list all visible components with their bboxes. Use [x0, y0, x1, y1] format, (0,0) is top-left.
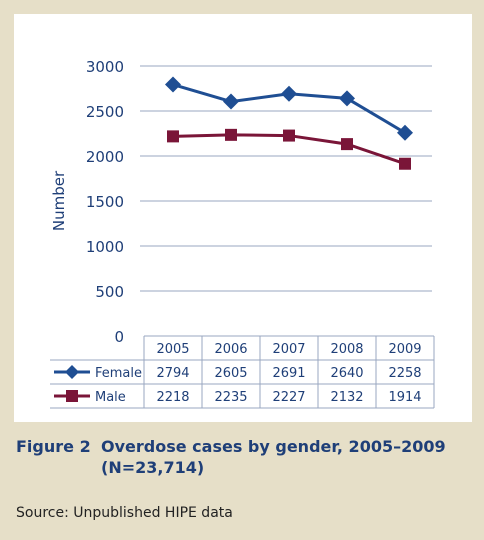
y-tick-label: 2500: [86, 103, 124, 121]
data-point-male: [167, 130, 179, 143]
y-tick-label: 1500: [86, 193, 124, 211]
table-header-cell: 2008: [330, 342, 363, 357]
legend-label-male: Male: [95, 390, 126, 405]
table-value-cell: 2794: [156, 366, 189, 381]
table-value-cell: 1914: [388, 390, 421, 405]
legend-marker-male: [66, 390, 78, 402]
data-point-male: [283, 129, 295, 142]
overdose-line-chart: 0 500 1000 1500 2000 2500 3000 Number 2005 2006 20…: [50, 58, 435, 409]
y-tick-label: 3000: [86, 58, 124, 76]
source-note: Source: Unpublished HIPE data: [16, 505, 233, 521]
table-header-cell: 2009: [388, 342, 421, 357]
figure-title: Overdose cases by gender, 2005–2009 (N=2…: [101, 437, 446, 477]
y-tick-label: 2000: [86, 148, 124, 166]
table-value-cell: 2258: [388, 366, 421, 381]
table-value-cell: 2235: [214, 390, 247, 405]
y-tick-label: 0: [114, 328, 124, 346]
legend-marker-female: [65, 365, 79, 379]
table-value-cell: 2132: [330, 390, 363, 405]
y-axis-title: Number: [50, 170, 68, 231]
data-point-female: [223, 93, 239, 110]
data-point-female: [281, 85, 297, 102]
data-point-female: [397, 124, 413, 141]
y-tick-label: 1000: [86, 238, 124, 256]
data-point-female: [339, 90, 355, 107]
table-value-cell: 2691: [272, 366, 305, 381]
table-value-cell: 2227: [272, 390, 305, 405]
table-header-cell: 2005: [156, 342, 189, 357]
table-value-cell: 2640: [330, 366, 363, 381]
table-value-cell: 2218: [156, 390, 189, 405]
table-value-cell: 2605: [214, 366, 247, 381]
data-point-male: [225, 128, 237, 141]
figure-label: Figure 2: [16, 437, 91, 456]
legend-label-female: Female: [95, 366, 142, 381]
table-header-cell: 2007: [272, 342, 305, 357]
data-point-male: [399, 157, 411, 170]
table-header-cell: 2006: [214, 342, 247, 357]
y-tick-label: 500: [95, 283, 124, 301]
data-point-male: [341, 138, 353, 151]
chart-panel: 0 500 1000 1500 2000 2500 3000 Number 2005 2006 20…: [14, 14, 472, 422]
data-point-female: [165, 76, 181, 93]
